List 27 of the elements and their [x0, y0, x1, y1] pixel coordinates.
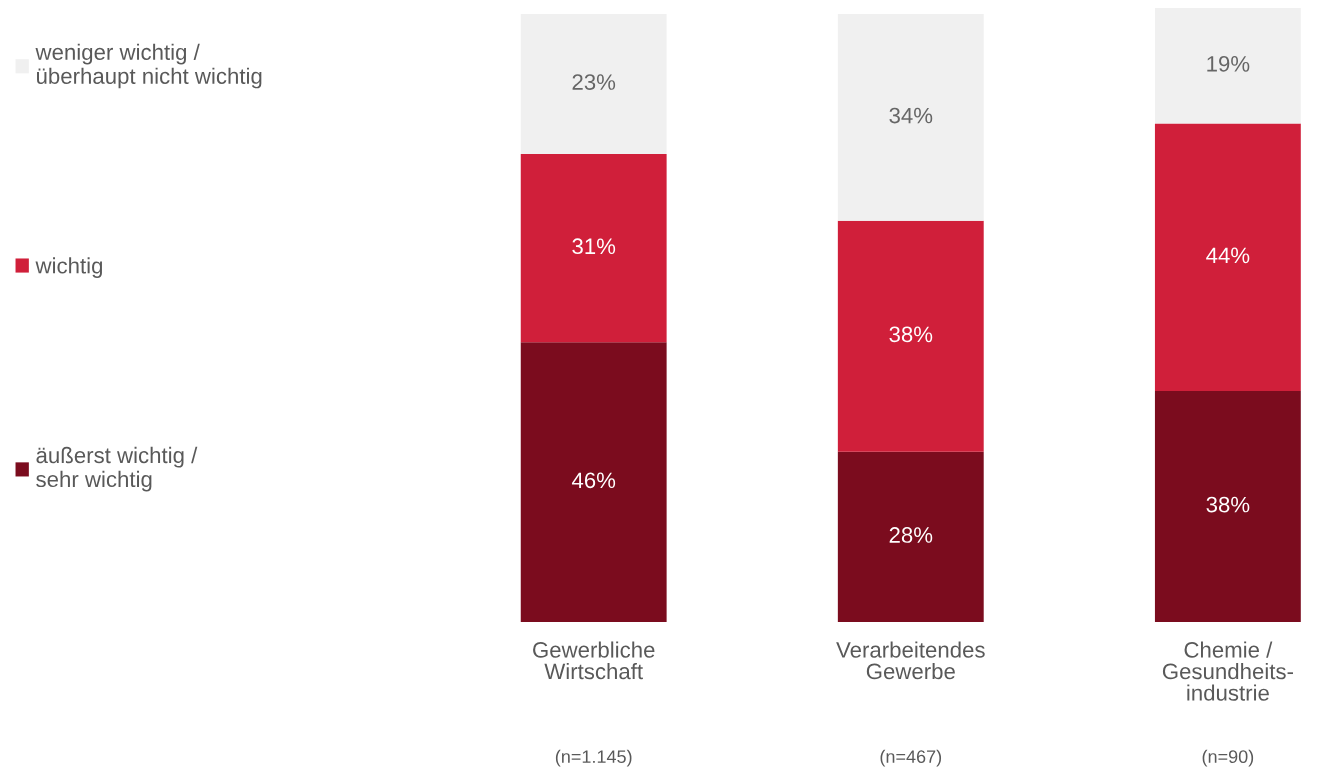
- bar: [1154, 123, 1301, 391]
- x-tick-label: Verarbeitendes Gewerbe: [836, 641, 985, 680]
- bar: [520, 14, 667, 154]
- bar: [837, 220, 984, 452]
- x-tick-label: Gewerbliche Wirtschaft: [533, 641, 655, 680]
- bar: [837, 451, 984, 622]
- bar: [837, 14, 984, 221]
- text: (n=1.145): [555, 749, 632, 767]
- data-label: 38%: [889, 326, 933, 343]
- bar: [1154, 8, 1301, 124]
- bar: [1154, 390, 1301, 622]
- data-label: 19%: [1207, 55, 1250, 72]
- legend-label: äußerst wichtig / sehr wichtig: [36, 446, 198, 492]
- data-label: 23%: [572, 74, 616, 90]
- data-label: 46%: [571, 472, 616, 489]
- data-label: 44%: [1206, 247, 1250, 264]
- text: (n=467): [880, 749, 942, 767]
- text: (n=90): [1202, 749, 1254, 767]
- bar: [520, 342, 667, 622]
- x-tick-label: Chemie / Gesundheits- industrie: [1162, 641, 1293, 701]
- data-label: 31%: [572, 238, 616, 255]
- data-label: 28%: [889, 527, 933, 543]
- legend-label: weniger wichtig / überhaupt nicht wichtig: [35, 43, 262, 89]
- bar: [520, 153, 667, 343]
- data-label: 34%: [889, 107, 933, 124]
- legend-label: wichtig: [35, 257, 103, 278]
- data-label: 38%: [1206, 496, 1250, 513]
